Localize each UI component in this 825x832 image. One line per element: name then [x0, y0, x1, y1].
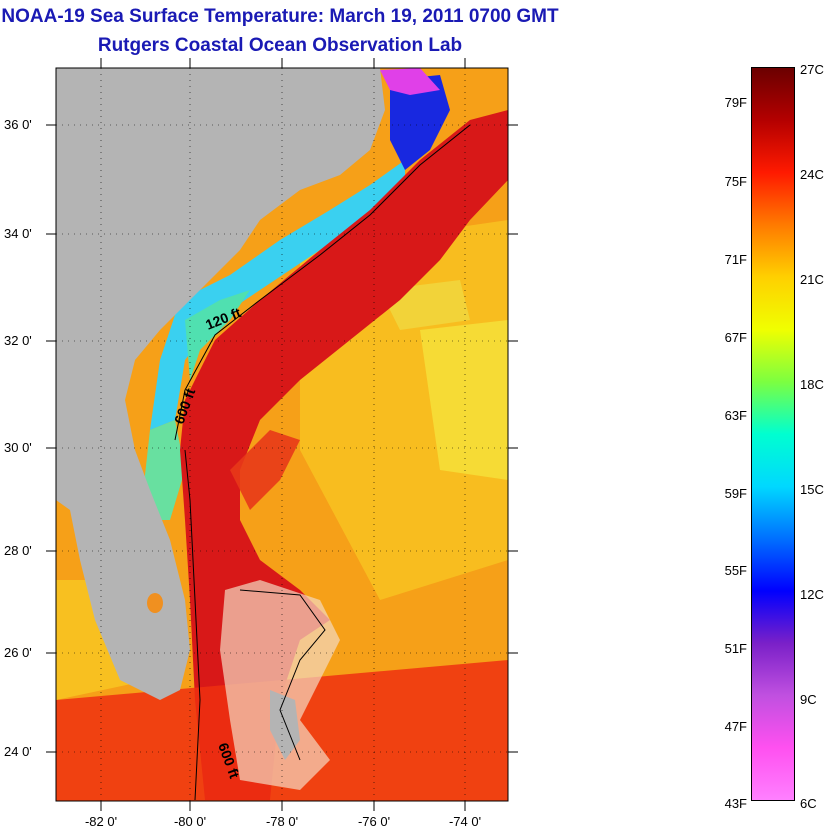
colorbar-f-55: 55F — [724, 563, 747, 578]
shelf-green-water — [185, 290, 250, 380]
map-title: NOAA-19 Sea Surface Temperature: March 1… — [1, 6, 559, 27]
colorbar-c-15: 15C — [800, 482, 824, 497]
colorbar-f-63: 63F — [724, 408, 747, 423]
colorbar-c-24: 24C — [800, 167, 824, 182]
lat-label-28: 28 0' — [4, 543, 32, 558]
lon-label-82: -82 0' — [84, 814, 118, 829]
lat-label-32: 32 0' — [4, 333, 32, 348]
colorbar-f-67: 67F — [724, 330, 747, 345]
lon-label-78: -78 0' — [265, 814, 299, 829]
lon-label-76: -76 0' — [357, 814, 391, 829]
contour-bahamas — [239, 589, 326, 761]
colorbar-c-12: 12C — [800, 587, 824, 602]
gulf-stream-eddy — [230, 430, 300, 510]
map-ticks — [46, 58, 518, 811]
lat-label-30: 30 0' — [4, 440, 32, 455]
offshore-yellow-patch — [420, 320, 508, 480]
lat-label-34: 34 0' — [4, 226, 32, 241]
colorbar-f-75: 75F — [724, 174, 747, 189]
lat-label-26: 26 0' — [4, 645, 32, 660]
colorbar-f-59: 59F — [724, 486, 747, 501]
very-cold-water — [380, 68, 440, 95]
colorbar-c-21: 21C — [800, 272, 824, 287]
lat-label-24: 24 0' — [4, 744, 32, 759]
land-mass — [56, 68, 385, 700]
colorbar-c-9: 9C — [800, 692, 817, 707]
colorbar-f-79: 79F — [724, 95, 747, 110]
lake-okeechobee — [147, 593, 163, 613]
lon-label-80: -80 0' — [173, 814, 207, 829]
contour-600ft — [184, 449, 201, 801]
graticule — [56, 68, 508, 801]
lat-label-36: 36 0' — [4, 117, 32, 132]
colorbar-f-43: 43F — [724, 796, 747, 811]
bahamas-banks — [220, 580, 340, 790]
colorbar-f-51: 51F — [724, 641, 747, 656]
colorbar-c-27: 27C — [800, 62, 824, 77]
map-subtitle: Rutgers Coastal Ocean Observation Lab — [97, 35, 463, 56]
colorbar-f-71: 71F — [724, 252, 747, 267]
temperature-colorbar — [751, 67, 795, 801]
lon-label-74: -74 0' — [448, 814, 482, 829]
colorbar-c-18: 18C — [800, 377, 824, 392]
cold-water-hatteras — [390, 75, 450, 170]
shelf-cool-water — [150, 160, 405, 430]
colorbar-f-47: 47F — [724, 719, 747, 734]
colorbar-c-6: 6C — [800, 796, 817, 811]
